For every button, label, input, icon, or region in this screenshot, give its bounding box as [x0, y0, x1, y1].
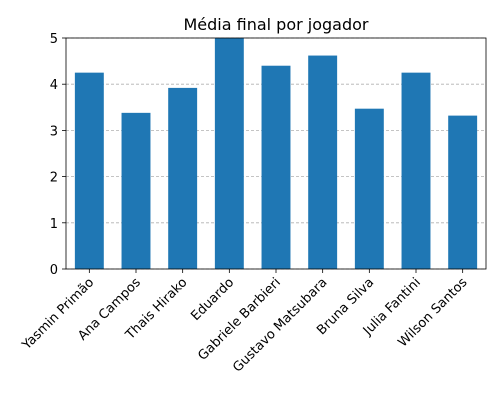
y-axis-ticks: 0 1 2 3 4 5	[50, 32, 66, 278]
bar	[308, 55, 338, 269]
y-tick-label: 4	[50, 78, 58, 93]
chart-title: Média final por jogador	[183, 15, 368, 34]
bar	[448, 115, 478, 269]
x-tick-label: Eduardo	[188, 275, 237, 324]
y-tick-label: 2	[50, 171, 58, 186]
bar	[74, 72, 104, 270]
bar	[214, 38, 244, 269]
bar	[401, 72, 431, 270]
bars	[74, 38, 478, 270]
y-tick-label: 1	[50, 217, 58, 232]
x-tick-label: Gabriele Barbieri	[195, 275, 283, 363]
bar	[354, 108, 384, 269]
bar	[121, 112, 151, 270]
y-tick-label: 3	[50, 124, 58, 139]
y-tick-label: 5	[50, 32, 58, 47]
bar	[168, 87, 198, 269]
bar	[261, 65, 291, 269]
y-tick-label: 0	[50, 263, 58, 278]
